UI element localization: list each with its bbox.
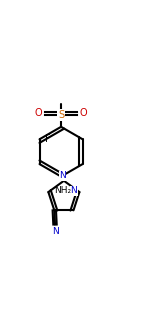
Text: N: N: [52, 227, 58, 236]
Text: NH₂: NH₂: [54, 186, 71, 195]
Text: O: O: [80, 109, 87, 119]
Text: N: N: [70, 186, 77, 195]
Text: N: N: [59, 171, 66, 180]
Text: O: O: [35, 109, 43, 119]
Text: S: S: [58, 110, 64, 120]
Text: F: F: [45, 134, 51, 144]
